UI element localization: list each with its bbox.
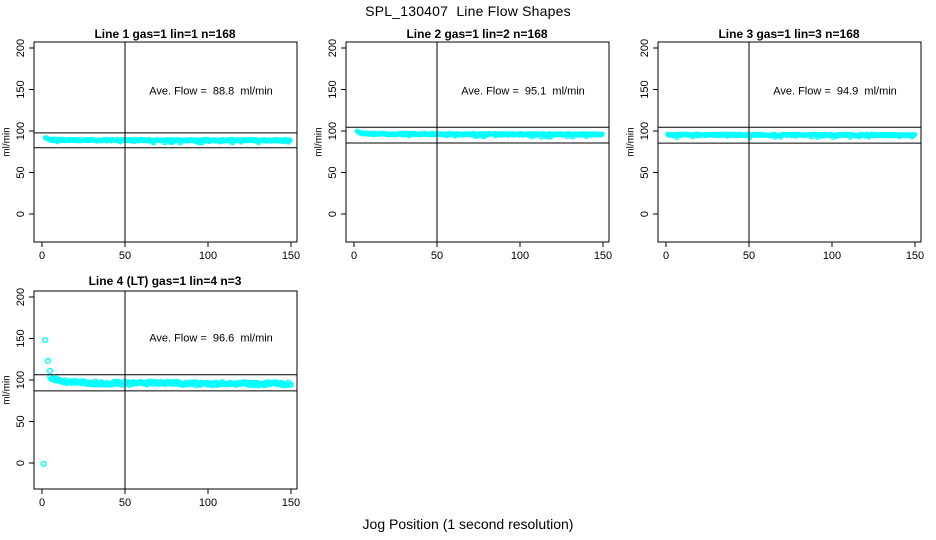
- avg-flow-annotation-line-4: Ave. Flow = 96.6 ml/min: [149, 332, 273, 345]
- x-tick-label: 0: [39, 497, 45, 509]
- y-tick-label: 150: [327, 80, 339, 98]
- figure-title: SPL_130407 Line Flow Shapes: [365, 3, 571, 19]
- y-tick-label: 50: [15, 415, 27, 427]
- x-tick-label: 50: [119, 250, 131, 262]
- data-points: [665, 131, 918, 141]
- data-point: [287, 381, 294, 388]
- panel-title-line-1: Line 1 gas=1 lin=1 n=168: [94, 27, 236, 41]
- panel-title-line-3: Line 3 gas=1 lin=3 n=168: [718, 27, 860, 41]
- x-tick-label: 50: [431, 250, 443, 262]
- data-point: [599, 131, 605, 137]
- x-tick-label: 150: [282, 250, 300, 262]
- x-tick-label: 50: [119, 497, 131, 509]
- plot-box: [345, 41, 610, 243]
- y-tick-label: 100: [15, 122, 27, 140]
- y-tick-label: 150: [15, 80, 27, 98]
- reference-lines: [658, 42, 921, 242]
- y-tick-label: 200: [639, 39, 651, 57]
- y-tick-label: 0: [15, 211, 27, 217]
- x-tick-label: 50: [743, 250, 755, 262]
- x-tick-label: 100: [511, 250, 529, 262]
- y-tick-label: 200: [15, 288, 27, 306]
- y-axis-label: ml/min: [314, 127, 325, 156]
- y-tick-label: 50: [15, 166, 27, 178]
- y-axis-label: ml/min: [626, 127, 637, 156]
- x-tick-label: 100: [823, 250, 841, 262]
- y-tick-label: 0: [639, 211, 651, 217]
- panel-line-2: 0 50 100 150 0 50 100 150 200 ml/min: [314, 39, 613, 262]
- data-point: [912, 132, 918, 138]
- x-tick-label: 100: [199, 497, 217, 509]
- data-point-outlier: [42, 337, 49, 344]
- y-tick-label: 150: [15, 329, 27, 347]
- x-tick-label: 150: [906, 250, 924, 262]
- y-tick-label: 50: [327, 166, 339, 178]
- y-tick-label: 50: [639, 166, 651, 178]
- x-tick-label: 150: [594, 250, 612, 262]
- axes: 0 50 100 150 0 50 100 150 200 ml/min: [626, 39, 925, 262]
- y-tick-label: 100: [15, 371, 27, 389]
- y-tick-label: 200: [327, 39, 339, 57]
- avg-flow-annotation-line-3: Ave. Flow = 94.9 ml/min: [773, 85, 897, 98]
- y-tick-label: 100: [639, 122, 651, 140]
- reference-lines: [34, 291, 297, 489]
- x-tick-label: 0: [663, 250, 669, 262]
- axes: 0 50 100 150 0 50 100 150 200 ml/min: [2, 39, 301, 262]
- x-tick-label: 0: [351, 250, 357, 262]
- y-tick-label: 150: [639, 80, 651, 98]
- x-tick-label: 100: [199, 250, 217, 262]
- panel-line-3: 0 50 100 150 0 50 100 150 200 ml/min: [626, 39, 925, 262]
- y-axis-label: ml/min: [2, 127, 13, 156]
- x-axis-label: Jog Position (1 second resolution): [362, 516, 574, 532]
- y-tick-label: 0: [327, 211, 339, 217]
- plot-box: [33, 290, 298, 490]
- panel-title-line-4: Line 4 (LT) gas=1 lin=4 n=3: [88, 274, 242, 288]
- panel-line-4: 0 50 100 150 0 50 100 150 200 ml/min: [2, 288, 301, 509]
- x-tick-label: 0: [39, 250, 45, 262]
- data-point-outlier: [46, 367, 54, 375]
- reference-lines: [346, 42, 609, 242]
- data-point: [287, 137, 293, 143]
- data-point-outlier: [44, 357, 51, 365]
- data-point-outlier: [40, 460, 47, 467]
- data-points: [40, 337, 294, 467]
- y-tick-label: 200: [15, 39, 27, 57]
- axes: 0 50 100 150 0 50 100 150 200 ml/min: [2, 288, 301, 509]
- data-points: [354, 128, 605, 140]
- reference-lines: [34, 42, 297, 242]
- y-tick-label: 0: [15, 460, 27, 466]
- x-tick-label: 150: [282, 497, 300, 509]
- panel-title-line-2: Line 2 gas=1 lin=2 n=168: [406, 27, 548, 41]
- y-tick-label: 100: [327, 122, 339, 140]
- plot-box: [33, 41, 298, 243]
- axes: 0 50 100 150 0 50 100 150 200 ml/min: [314, 39, 613, 262]
- panel-line-1: 0 50 100 150 0 50 100 150 200 ml/min: [2, 39, 301, 262]
- avg-flow-annotation-line-2: Ave. Flow = 95.1 ml/min: [461, 85, 585, 98]
- plot-box: [657, 41, 922, 243]
- data-points: [42, 135, 293, 146]
- y-axis-label: ml/min: [2, 375, 13, 404]
- avg-flow-annotation-line-1: Ave. Flow = 88.8 ml/min: [149, 85, 273, 98]
